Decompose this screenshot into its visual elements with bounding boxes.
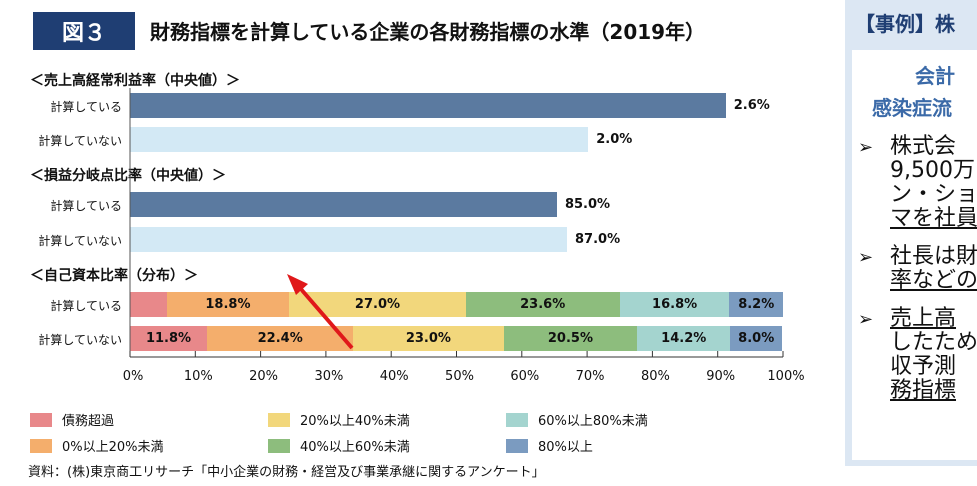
x-tick-label: 30% xyxy=(314,369,344,384)
x-tick-label: 100% xyxy=(767,369,805,384)
legend-swatch xyxy=(30,438,52,453)
legend-swatch xyxy=(268,438,290,453)
x-tick-label: 20% xyxy=(249,369,279,384)
legend-item: 0%以上20%未満 xyxy=(30,436,164,455)
stacked-bar-segment: 11.8% xyxy=(130,326,208,351)
x-tick-label: 10% xyxy=(183,369,213,384)
row-label: 計算していない xyxy=(38,333,122,347)
legend-swatch xyxy=(268,412,290,427)
x-tick-label: 60% xyxy=(510,369,540,384)
legend-label: 80%以上 xyxy=(538,440,593,455)
row-label: 計算していない xyxy=(38,134,122,148)
stacked-bar-segment: 8.2% xyxy=(729,292,783,317)
data-label: 2.0% xyxy=(596,132,633,147)
legend-label: 20%以上40%未満 xyxy=(300,414,410,429)
side-panel-text: ン・ショッ xyxy=(890,182,977,207)
data-label: 87.0% xyxy=(575,232,621,247)
x-tick-label: 40% xyxy=(379,369,409,384)
row-label: 計算している xyxy=(50,199,122,213)
x-tick-label: 70% xyxy=(575,369,605,384)
bar xyxy=(130,127,589,152)
stacked-bar-segment: 18.8% xyxy=(166,292,290,317)
side-panel-text: 9,500万 xyxy=(890,158,975,183)
side-panel-sub2: 感染症流 xyxy=(872,96,952,120)
section-title: ＜自己資本比率（分布）＞ xyxy=(30,268,198,284)
stacked-bar-segment: 23.0% xyxy=(353,326,504,351)
stacked-bar-segment: 27.0% xyxy=(289,292,466,317)
side-panel-sub1: 会計 xyxy=(915,64,955,88)
x-tick-label: 50% xyxy=(445,369,474,384)
side-panel-text: 収予測 xyxy=(890,354,957,379)
stacked-bar-segment: 8.0% xyxy=(730,326,783,351)
data-label: 2.6% xyxy=(733,98,770,113)
stacked-bar-segment: 23.6% xyxy=(465,292,620,317)
legend-swatch xyxy=(30,412,52,427)
red-arrow-icon xyxy=(287,274,354,350)
section-title: ＜損益分岐点比率（中央値）＞ xyxy=(30,168,226,184)
legend-swatch xyxy=(506,438,528,453)
legend-item: 20%以上40%未満 xyxy=(268,410,410,429)
side-panel-text: 株式会 xyxy=(890,134,957,159)
legend-item: 60%以上80%未満 xyxy=(506,410,648,429)
row-label: 計算していない xyxy=(38,234,122,248)
x-tick-label: 0% xyxy=(122,369,144,384)
bar xyxy=(130,227,567,252)
source-note: 資料：(株)東京商工リサーチ「中小企業の財務・経営及び事業承継に関するアンケート… xyxy=(28,465,545,480)
side-panel-heading: 【事例】株 xyxy=(855,12,955,36)
side-panel-text: 率などの xyxy=(890,268,977,293)
row-label: 計算している xyxy=(50,100,122,114)
stacked-bar-segment: 16.8% xyxy=(619,292,730,317)
side-panel-text: 売上高 xyxy=(890,306,957,331)
legend-swatch xyxy=(506,412,528,427)
legend-item: 80%以上 xyxy=(506,436,593,455)
bar xyxy=(130,192,557,217)
bullet-arrow-icon: ➢ xyxy=(858,137,874,158)
x-tick-label: 90% xyxy=(706,369,736,384)
side-panel-text: 務指標 xyxy=(890,378,957,403)
legend-item: 債務超過 xyxy=(30,410,114,429)
side-panel-body xyxy=(852,50,977,460)
stacked-bar-segment: 20.5% xyxy=(503,326,638,351)
side-panel-text: 社長は財 xyxy=(890,244,977,269)
stacked-bar-segment: 22.4% xyxy=(207,326,354,351)
legend-label: 債務超過 xyxy=(62,414,115,429)
bullet-arrow-icon: ➢ xyxy=(858,247,874,268)
data-label: 85.0% xyxy=(564,197,611,212)
legend-label: 0%以上20%未満 xyxy=(62,440,164,455)
legend-label: 60%以上80%未満 xyxy=(538,414,648,429)
section-title: ＜売上高経常利益率（中央値）＞ xyxy=(30,73,240,89)
legend-label: 40%以上60%未満 xyxy=(300,440,410,455)
side-panel-text: マを社員 xyxy=(890,206,977,231)
bar xyxy=(130,93,726,118)
legend-item: 40%以上60%未満 xyxy=(268,436,410,455)
stacked-bar-segment xyxy=(130,292,167,317)
row-label: 計算している xyxy=(50,299,122,313)
figure-label: 図３ xyxy=(33,12,135,50)
bullet-arrow-icon: ➢ xyxy=(858,309,874,330)
stacked-bar-segment: 14.2% xyxy=(637,326,731,351)
chart-title: 財務指標を計算している企業の各財務指標の水準（2019年） xyxy=(150,20,706,44)
side-panel-text: したため xyxy=(890,330,977,355)
x-tick-label: 80% xyxy=(640,369,670,384)
